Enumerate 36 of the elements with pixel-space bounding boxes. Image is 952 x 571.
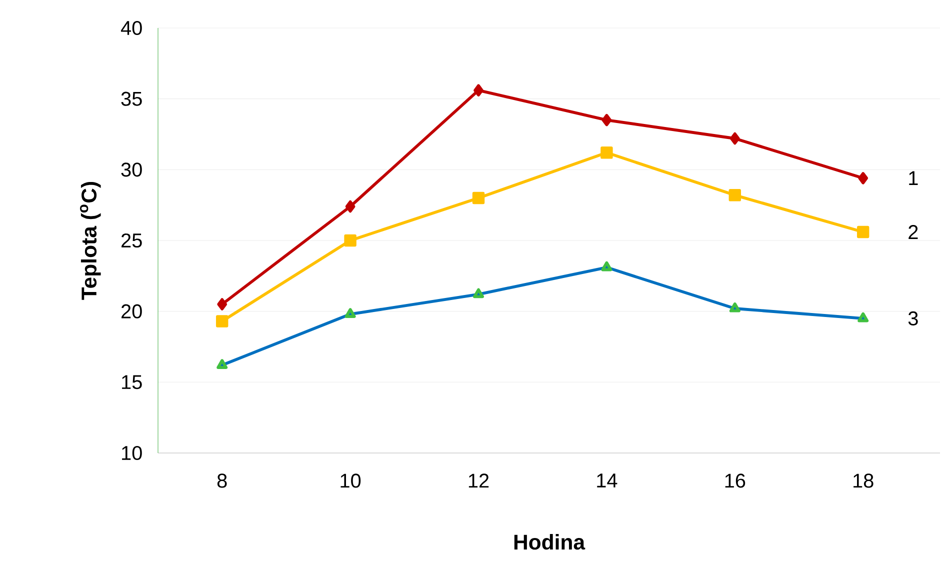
x-tick-label: 12	[468, 474, 489, 488]
text: 1	[909, 171, 918, 186]
point	[216, 315, 228, 328]
point	[729, 302, 740, 312]
point	[344, 234, 356, 247]
y-tick-label: 40	[120, 20, 142, 36]
point	[474, 84, 484, 96]
x-tick-label: 10	[340, 474, 361, 488]
x-tick-label: 18	[854, 474, 874, 488]
point	[472, 192, 485, 204]
point	[217, 298, 228, 310]
y-tick-label: 25	[122, 233, 142, 248]
point	[344, 308, 356, 318]
point	[602, 114, 612, 126]
point	[858, 312, 869, 322]
point	[216, 359, 228, 369]
point	[600, 146, 613, 159]
point	[730, 132, 740, 145]
point	[345, 200, 356, 213]
x-tick-label: 16	[725, 474, 746, 488]
y-tick-label: 15	[122, 375, 142, 390]
y-axis-title: Teplota ($^{o}$C)	[80, 182, 101, 300]
y-tick-label: 30	[121, 162, 142, 177]
text: 3	[908, 311, 918, 326]
x-axis-title: Hodina	[514, 534, 586, 550]
point	[856, 226, 870, 238]
point	[728, 189, 741, 202]
point	[473, 288, 484, 298]
y-tick-label: 10	[122, 446, 142, 460]
x-tick-label: 14	[597, 474, 618, 488]
point	[858, 172, 868, 184]
point	[601, 261, 612, 272]
x-tick-label: 8	[217, 474, 227, 488]
y-tick-label: 35	[121, 92, 142, 106]
y-tick-label: 20	[122, 304, 142, 318]
text: 2	[908, 225, 918, 239]
